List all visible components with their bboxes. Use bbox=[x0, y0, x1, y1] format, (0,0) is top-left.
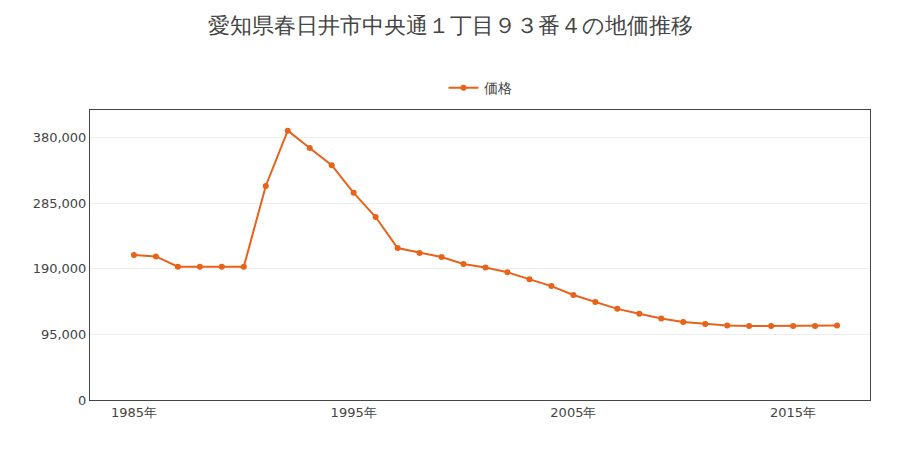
svg-text:285,000: 285,000 bbox=[33, 196, 87, 211]
svg-text:1995年: 1995年 bbox=[331, 405, 377, 420]
svg-text:190,000: 190,000 bbox=[33, 261, 87, 276]
svg-text:380,000: 380,000 bbox=[33, 130, 87, 145]
svg-text:価格: 価格 bbox=[484, 80, 512, 96]
svg-text:愛知県春日井市中央通１丁目９３番４の地価推移: 愛知県春日井市中央通１丁目９３番４の地価推移 bbox=[208, 13, 693, 38]
svg-text:95,000: 95,000 bbox=[41, 327, 87, 342]
svg-text:2015年: 2015年 bbox=[770, 405, 816, 420]
svg-text:0: 0 bbox=[78, 393, 86, 408]
svg-text:2005年: 2005年 bbox=[550, 405, 596, 420]
svg-text:1985年: 1985年 bbox=[111, 405, 157, 420]
